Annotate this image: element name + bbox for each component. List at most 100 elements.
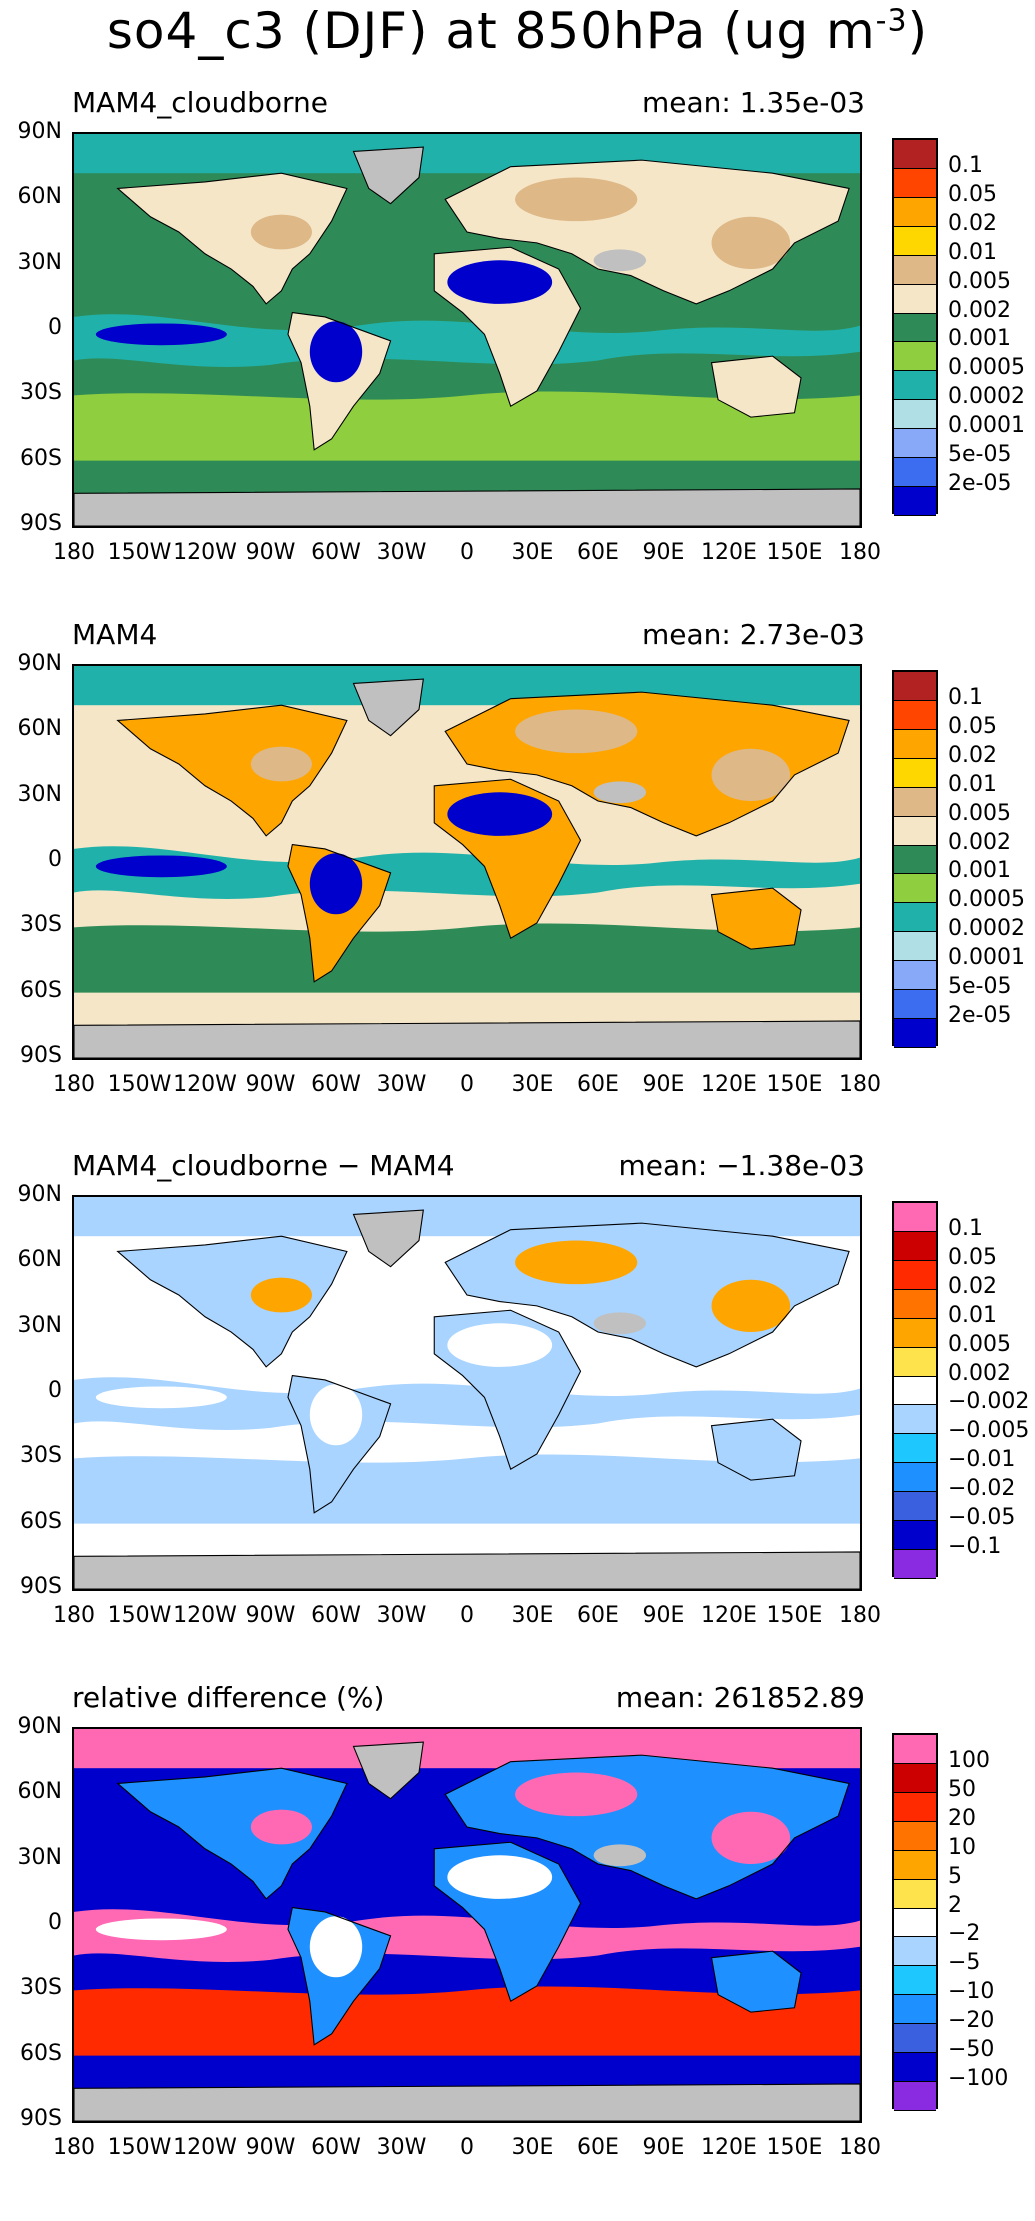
y-tick-label: 60S xyxy=(20,2040,62,2066)
x-tick-label: 60E xyxy=(577,540,619,565)
map-panel-3: MAM4_cloudborne − MAM4 mean: −1.38e-03 90N… xyxy=(0,1149,1035,1689)
field-northAmerica xyxy=(117,705,347,836)
y-tick-label: 90N xyxy=(17,651,62,676)
x-tick-label: 30W xyxy=(376,1603,427,1628)
x-tick-label: 120W xyxy=(173,2135,237,2160)
colorbar-swatch xyxy=(894,903,936,933)
colorbar-swatch xyxy=(894,1019,936,1048)
field-northAmerica xyxy=(117,1236,347,1367)
title-close: ) xyxy=(907,2,929,60)
field-antarctica xyxy=(74,1551,860,1589)
colorbar-label: −0.005 xyxy=(948,1418,1030,1444)
field-amazon xyxy=(309,321,363,383)
colorbar-swatch xyxy=(894,1550,936,1579)
coastline-southAmerica xyxy=(287,311,392,451)
colorbar-label: 0.01 xyxy=(948,771,997,797)
field-eastasia-high xyxy=(711,748,791,802)
y-tick-label: 90S xyxy=(20,2106,62,2131)
colorbar-label: 0.1 xyxy=(948,684,983,710)
map-panel-1: MAM4_cloudborne mean: 1.35e-03 90N 60N 30N 0 3… xyxy=(0,86,1035,626)
colorbar-swatch xyxy=(894,932,936,962)
coastline-southAmerica xyxy=(287,1906,392,2046)
colorbar-label: 5e-05 xyxy=(948,974,1012,1000)
coastline-eurasia xyxy=(444,1754,850,1900)
colorbar-swatch xyxy=(894,874,936,904)
field-australia xyxy=(711,356,802,418)
x-tick-label: 60E xyxy=(577,1603,619,1628)
colorbar-swatch xyxy=(894,845,936,875)
y-tick-label: 60N xyxy=(17,184,62,210)
colorbar-label: −20 xyxy=(948,2008,995,2034)
field-tibet xyxy=(593,1844,647,1867)
field-eurasia-high xyxy=(515,177,638,222)
field-eurasia-high xyxy=(515,709,638,754)
colorbar-swatch xyxy=(894,1376,936,1406)
y-tick-label: 30S xyxy=(20,1443,62,1469)
colorbar-label: 0.01 xyxy=(948,239,997,265)
colorbar-swatch xyxy=(894,1735,936,1764)
field-pacific-low xyxy=(95,323,227,346)
x-tick-label: 30E xyxy=(511,540,554,565)
field-australia xyxy=(711,1419,802,1481)
colorbar-swatch xyxy=(894,1879,936,1909)
coastline-africa xyxy=(433,778,582,940)
y-tick-label: 90N xyxy=(17,1714,62,1739)
field-sahara xyxy=(447,792,553,836)
colorbar-label: 0.005 xyxy=(948,1331,1011,1357)
x-tick-label: 120E xyxy=(701,1072,757,1097)
colorbar-label: 0.05 xyxy=(948,1244,997,1270)
coastline-antarctica xyxy=(74,1020,860,1058)
title-exponent: -3 xyxy=(875,3,908,39)
colorbar-swatch xyxy=(894,168,936,198)
colorbar-label: 0.005 xyxy=(948,800,1011,826)
colorbar-swatch xyxy=(894,1203,936,1232)
colorbar-swatch xyxy=(894,1492,936,1522)
colorbar-label: 2 xyxy=(948,1892,962,1918)
colorbar-label: −5 xyxy=(948,1950,981,1976)
y-tick-label: 30S xyxy=(20,380,62,406)
colorbar-label: 0.1 xyxy=(948,152,983,178)
map-panel-2: MAM4 mean: 2.73e-03 90N 60N 30N 0 30S 60S 90S 180… xyxy=(0,618,1035,1158)
y-tick-label: 0 xyxy=(48,1378,62,1403)
field-tibet xyxy=(593,249,647,272)
x-tick-label: 150W xyxy=(107,540,172,565)
x-tick-label: 90E xyxy=(642,2135,685,2160)
colorbar-label: −0.02 xyxy=(948,1476,1016,1502)
coastline-antarctica xyxy=(74,488,860,526)
colorbar-label: 50 xyxy=(948,1776,976,1802)
x-tick-label: 180 xyxy=(53,2135,95,2160)
y-tick-label: 90N xyxy=(17,119,62,144)
field-antarctica xyxy=(74,488,860,526)
colorbar-swatch xyxy=(894,2024,936,2054)
colorbar-label: −2 xyxy=(948,1921,981,1947)
colorbar-label: −0.01 xyxy=(948,1447,1016,1473)
field-eurasia-high xyxy=(515,1240,638,1285)
colorbar-swatch xyxy=(894,1966,936,1996)
colorbar-swatch xyxy=(894,1231,936,1261)
field-amazon xyxy=(309,1916,363,1978)
coastline-antarctica xyxy=(74,2083,860,2121)
y-tick-label: 60N xyxy=(17,716,62,742)
colorbar-label: 0.005 xyxy=(948,268,1011,294)
colorbar-swatch xyxy=(894,197,936,227)
field-eastasia-high xyxy=(711,1811,791,1865)
coastline-africa xyxy=(433,1309,582,1471)
colorbar-label: 2e-05 xyxy=(948,471,1012,497)
field-arctic-band xyxy=(74,666,860,706)
colorbar-label: −0.05 xyxy=(948,1505,1016,1531)
field-australia xyxy=(711,888,802,950)
field-namerica-high xyxy=(250,1277,312,1313)
coastline-greenland xyxy=(352,678,424,737)
colorbar-label: 0.002 xyxy=(948,1360,1011,1386)
coastline-greenland xyxy=(352,1741,424,1800)
coastline-greenland xyxy=(352,146,424,205)
title-main: so4_c3 (DJF) at 850hPa (ug m xyxy=(106,2,876,60)
colorbar-label: 0.05 xyxy=(948,713,997,739)
colorbar-swatch xyxy=(894,1434,936,1464)
x-tick-label: 30W xyxy=(376,2135,427,2160)
x-tick-label: 0 xyxy=(460,2135,474,2160)
y-tick-label: 0 xyxy=(48,1910,62,1935)
colorbar-swatch xyxy=(894,1995,936,2025)
map-plot-area xyxy=(72,132,862,528)
field-arctic-band xyxy=(74,134,860,174)
